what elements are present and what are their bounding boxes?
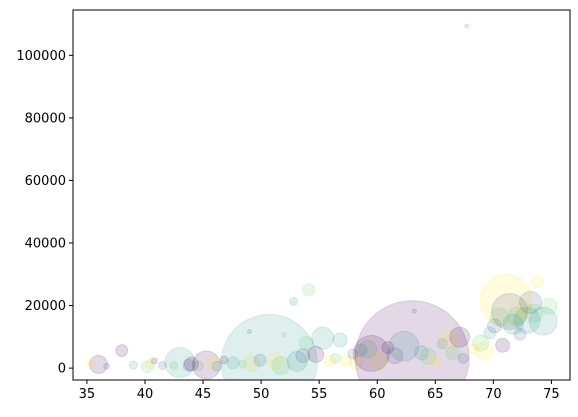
bubble-point: [515, 300, 533, 318]
bubble-point: [428, 354, 442, 368]
bubble-point: [413, 345, 429, 361]
bubble-point: [182, 358, 196, 372]
bubble-point: [483, 326, 497, 340]
y-tick-label: 80000: [25, 111, 66, 126]
bubble-point: [323, 354, 337, 368]
bubble-point: [347, 348, 359, 360]
bubble-point: [238, 359, 247, 369]
bubble-point: [206, 355, 221, 370]
bubble-point: [540, 297, 558, 315]
x-tick-label: 55: [311, 387, 328, 402]
bubble-point: [419, 348, 437, 365]
x-axis: 35 40 45 50 55 60 65 70 75: [79, 380, 560, 402]
bubble-point: [474, 341, 494, 361]
bubble-point: [89, 354, 108, 374]
bubble-point: [115, 344, 129, 358]
bubble-point: [386, 347, 404, 365]
plot-area-frame: [72, 9, 571, 381]
bubble-point: [286, 351, 308, 372]
bubble-point: [531, 275, 544, 289]
bubble-point: [329, 352, 341, 364]
bubble-point: [439, 329, 459, 349]
bubble-point: [192, 360, 204, 372]
bubble-point: [145, 357, 157, 369]
x-tick-label: 45: [195, 387, 212, 402]
bubble-point: [281, 332, 287, 338]
bubble-point: [164, 347, 196, 378]
bubble-point: [247, 329, 252, 334]
x-tick-label: 50: [253, 387, 270, 402]
bubble-point: [468, 343, 480, 355]
x-tick-label: 75: [543, 387, 560, 402]
bubble-point: [445, 345, 461, 361]
bubble-point: [457, 352, 469, 364]
bubble-point: [140, 360, 154, 374]
bubble-point: [253, 353, 267, 367]
bubble-point: [150, 357, 158, 365]
bubble-point: [302, 283, 316, 297]
bubble-point: [298, 335, 314, 351]
x-tick-label: 60: [369, 387, 386, 402]
bubble-point: [219, 355, 229, 365]
y-tick-label: 0: [58, 362, 66, 377]
bubble-point: [472, 334, 490, 352]
bubble-point: [192, 350, 221, 380]
x-tick-label: 70: [485, 387, 502, 402]
bubble-point: [489, 307, 509, 327]
bubble-point: [507, 306, 527, 326]
bubble-point: [85, 358, 95, 368]
bubble-point: [352, 334, 390, 372]
bubble-point: [226, 356, 240, 370]
bubble-point: [449, 326, 471, 348]
bubble-point: [381, 341, 395, 354]
bubble-point: [220, 314, 318, 380]
bubble-point: [411, 308, 417, 314]
bubble-point: [266, 352, 284, 370]
bubble-point: [307, 345, 325, 363]
bubble-point: [157, 361, 167, 371]
bubble-point: [128, 360, 138, 370]
bubble-point: [464, 23, 470, 29]
bubble-point: [169, 361, 179, 371]
bubble-point: [368, 351, 388, 371]
bubble-point: [519, 290, 542, 314]
x-tick-label: 40: [137, 387, 154, 402]
bubble-point: [295, 348, 311, 364]
bubble-marks: [85, 23, 558, 380]
bubble-point: [348, 355, 364, 370]
x-tick-label: 35: [79, 387, 96, 402]
y-tick-label: 100000: [16, 49, 66, 64]
bubble-point: [388, 330, 420, 362]
bubble-point: [491, 293, 529, 330]
y-tick-label: 40000: [25, 237, 66, 252]
bubble-point: [243, 354, 261, 372]
x-tick-label: 65: [427, 387, 444, 402]
bubble-point: [311, 326, 335, 350]
bubble-point: [339, 354, 353, 368]
bubble-point: [358, 339, 378, 359]
bubble-point: [289, 297, 299, 306]
bubble-point: [354, 343, 368, 357]
bubble-point: [502, 313, 524, 335]
bubble-point: [479, 273, 533, 327]
bubble-point: [332, 332, 348, 348]
bubble-point: [436, 338, 448, 350]
bubble-point: [487, 318, 502, 334]
bubble-point: [528, 306, 558, 336]
y-axis: 0 20000 40000 60000 80000 100000: [16, 49, 73, 377]
bubble-point: [513, 306, 541, 334]
y-tick-label: 20000: [25, 299, 66, 314]
bubble-point: [524, 303, 544, 323]
bubble-point: [354, 300, 470, 380]
y-tick-label: 60000: [25, 174, 66, 189]
bubble-point: [495, 337, 511, 353]
bubble-point: [103, 362, 111, 370]
bubble-point: [513, 327, 527, 341]
bubble-point: [183, 356, 199, 372]
bubble-point: [271, 356, 291, 376]
bubble-point: [211, 360, 223, 372]
